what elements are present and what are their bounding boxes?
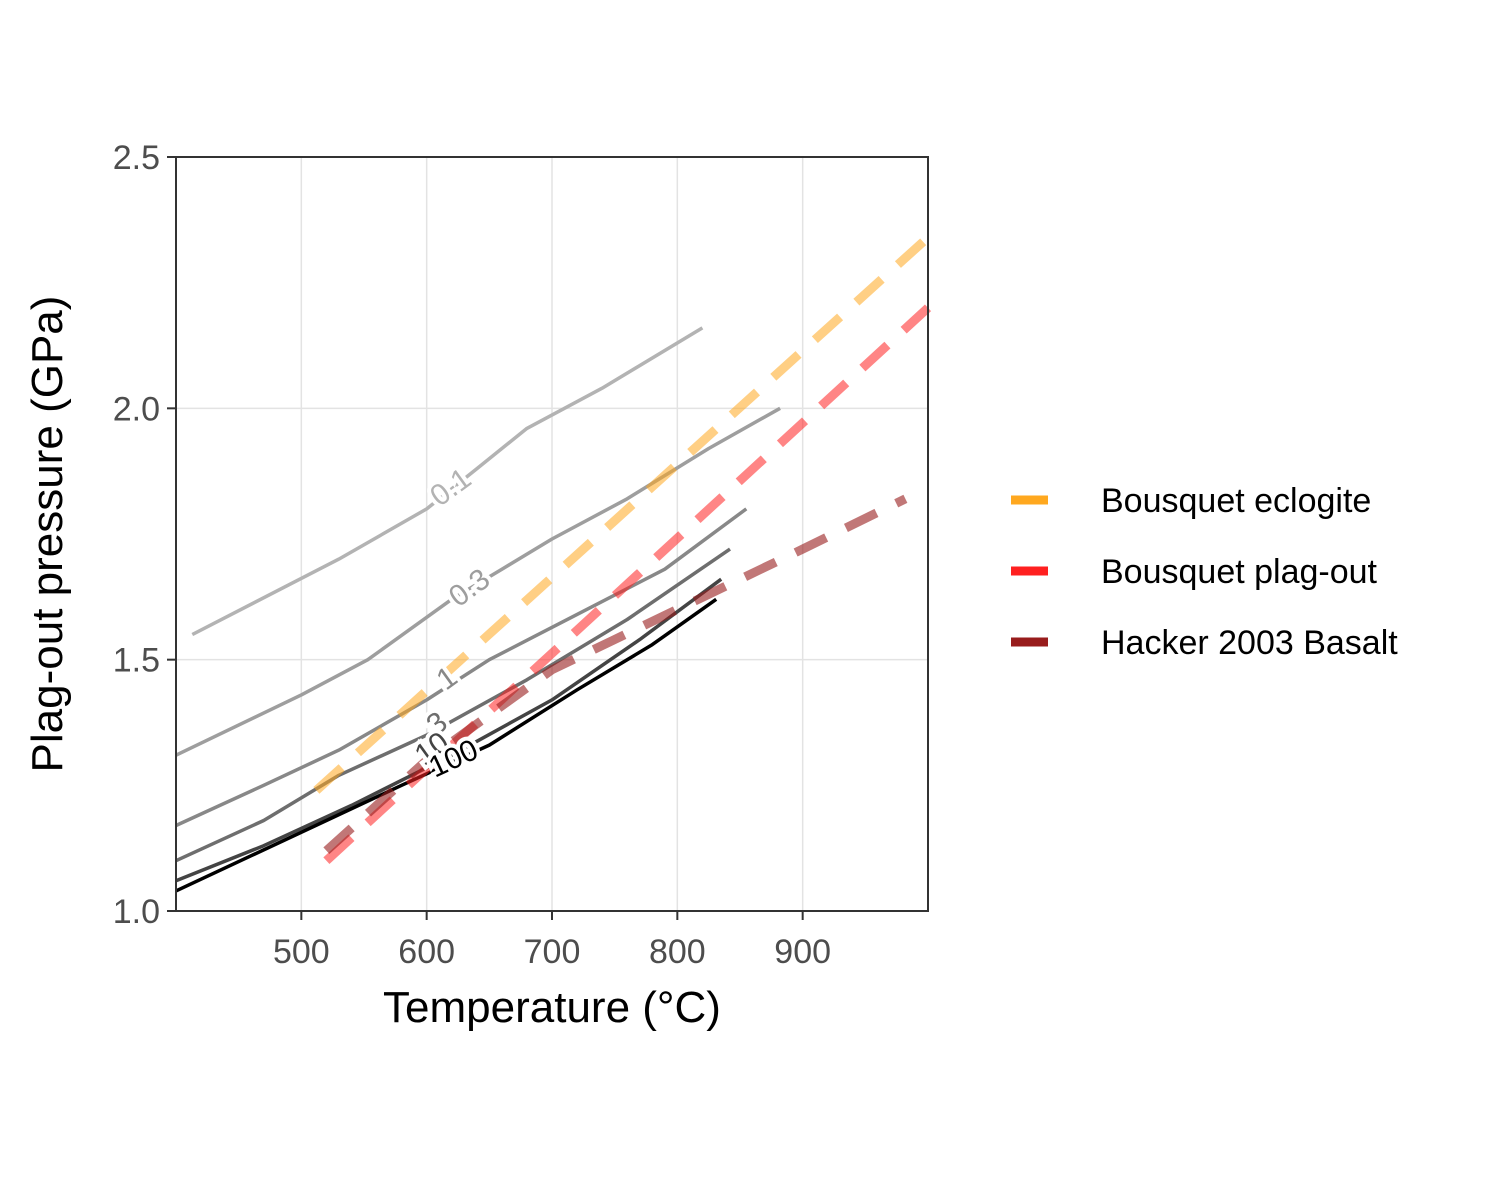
x-axis-title: Temperature (°C) — [383, 983, 721, 1032]
series-line-1 — [323, 304, 932, 865]
x-tick-label: 800 — [649, 933, 706, 971]
data-series — [313, 234, 932, 865]
contour-line-0.3 — [175, 406, 781, 757]
x-tick-label: 500 — [273, 933, 330, 971]
contour-line-100 — [175, 597, 718, 893]
grid-lines — [176, 156, 928, 912]
series-line-2 — [323, 494, 908, 855]
y-tick-label: 1.5 — [113, 642, 160, 680]
y-axis-title: Plag-out pressure (GPa) — [23, 296, 72, 773]
legend-label-2: Hacker 2003 Basalt — [1101, 624, 1398, 662]
contour-lines — [175, 326, 781, 893]
x-tick-label: 600 — [398, 933, 455, 971]
x-tick-label: 700 — [524, 933, 581, 971]
legend-label-1: Bousquet plag-out — [1101, 553, 1378, 591]
contour-line-1 — [175, 507, 748, 828]
contour-line-10 — [175, 577, 723, 883]
contour-line-3 — [175, 547, 731, 863]
legend: Bousquet eclogite Bousquet plag-out Hacker… — [1011, 482, 1398, 662]
x-tick-label: 900 — [774, 933, 831, 971]
legend-label-0: Bousquet eclogite — [1101, 482, 1371, 520]
series-line-0 — [313, 234, 932, 794]
contour-label-0.3: 0.3 — [443, 562, 496, 613]
y-tick-label: 2.5 — [113, 139, 160, 177]
contour-line-0.1 — [191, 326, 704, 637]
y-tick-label: 1.0 — [113, 893, 160, 931]
axis-ticks: 500 600 700 800 900 1.0 1.5 2.0 2.5 — [113, 139, 831, 971]
y-tick-label: 2.0 — [113, 390, 160, 428]
